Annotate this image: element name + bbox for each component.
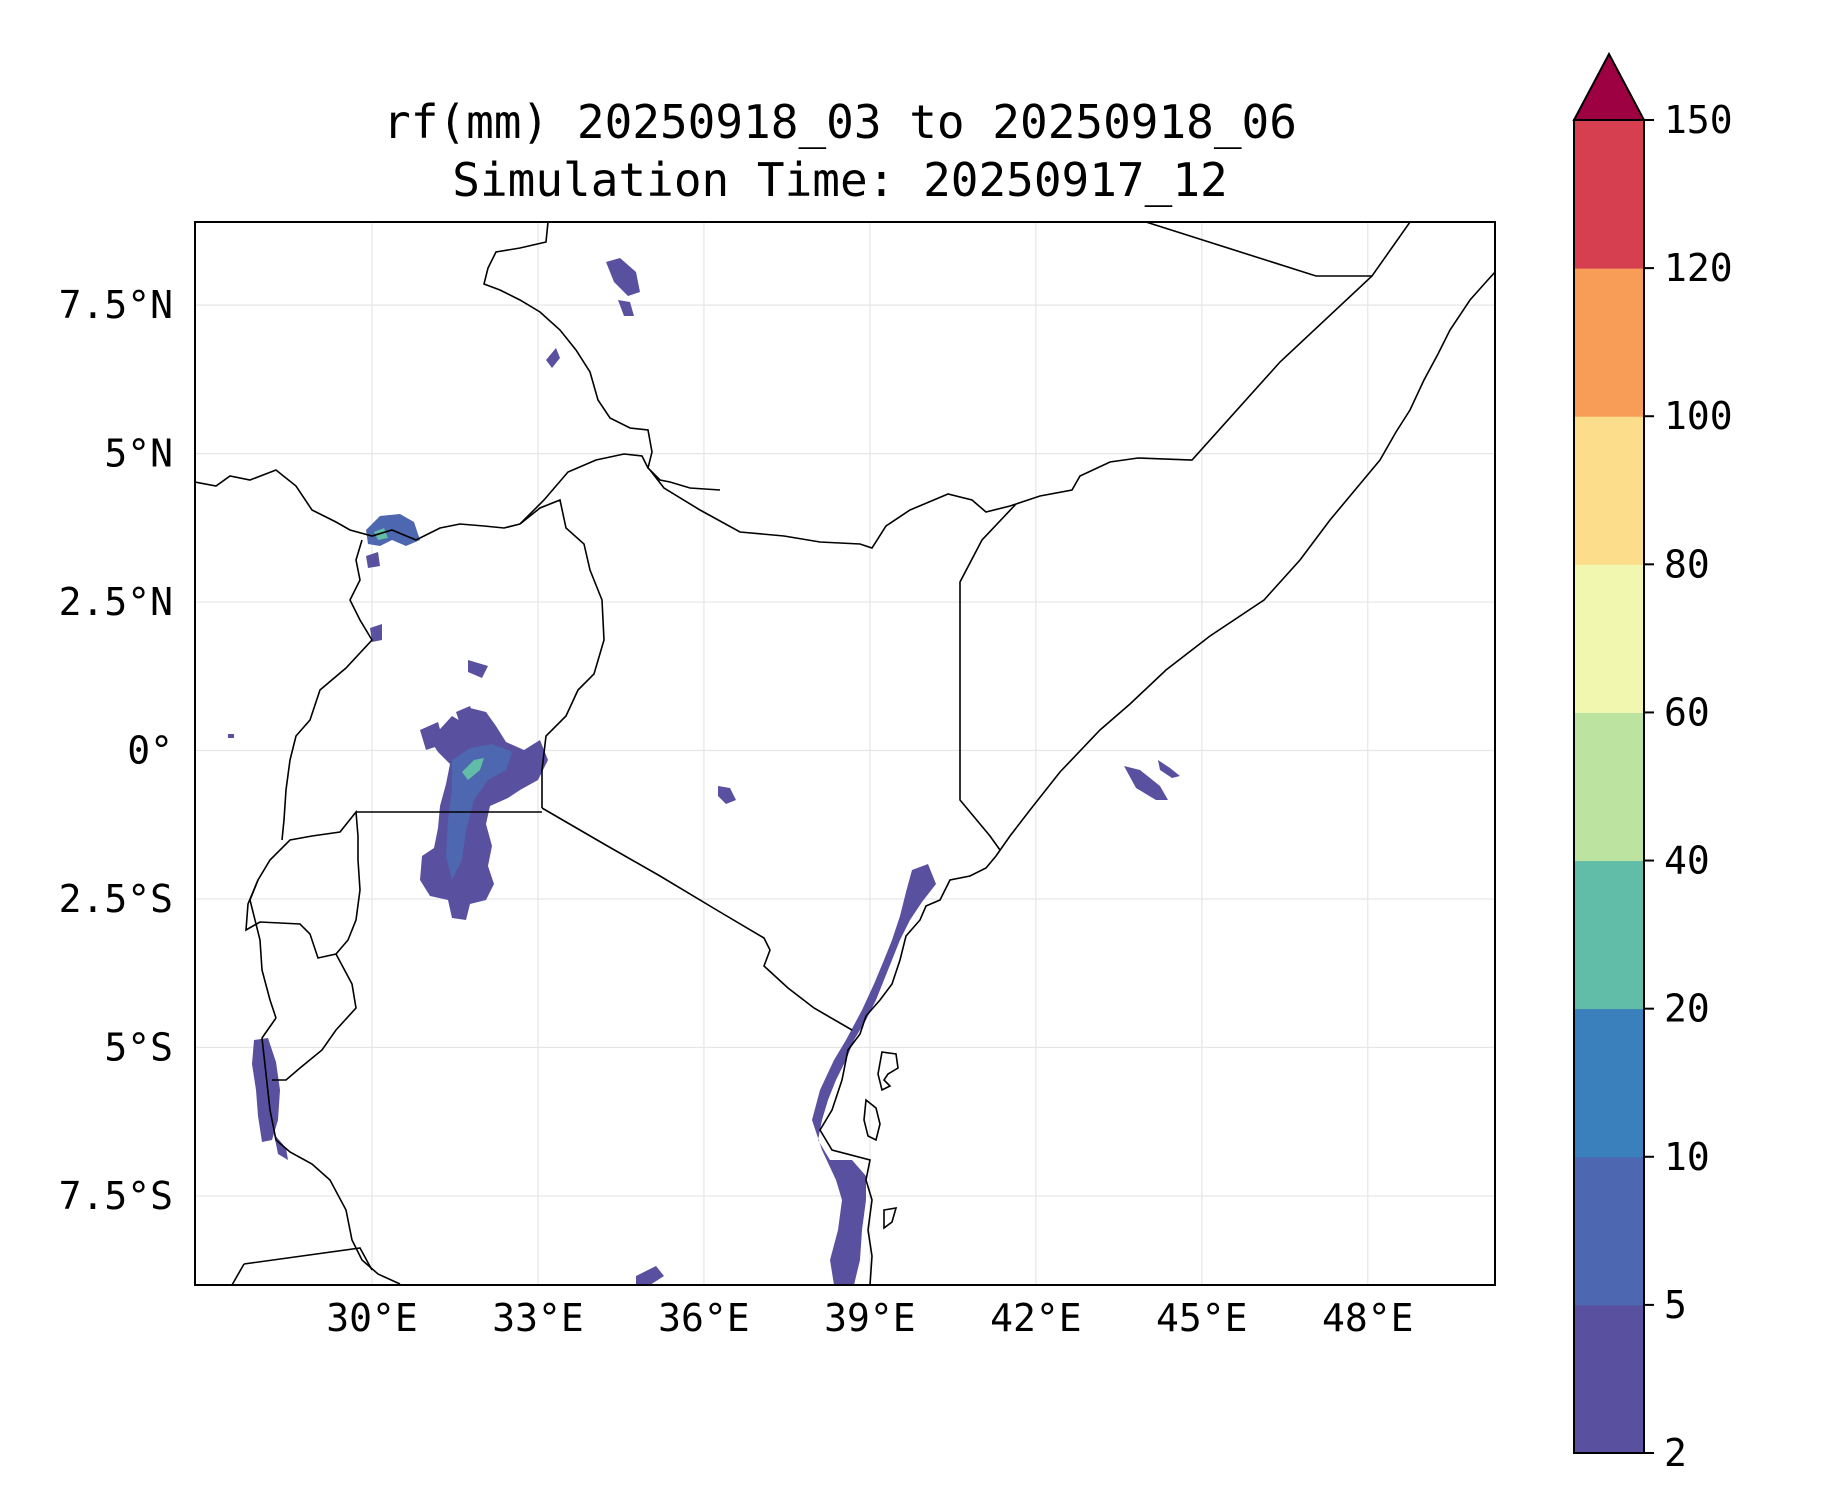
- map-subtitle: Simulation Time: 20250917_12: [452, 153, 1228, 207]
- y-tick-label: 0°: [127, 729, 173, 773]
- x-axis-ticks: 30°E 33°E 36°E 39°E 42°E 45°E 48°E: [326, 1296, 1413, 1340]
- y-tick-label: 5°S: [104, 1025, 173, 1069]
- rain-area-somalia-offshore-2: [1158, 760, 1180, 778]
- y-tick-label: 2.5°N: [59, 580, 173, 624]
- colorbar-label: 150: [1664, 98, 1733, 142]
- border-kenya-somalia: [959, 503, 1017, 851]
- x-tick-label: 39°E: [824, 1296, 916, 1340]
- border-kenya-tanzania: [541, 807, 853, 1031]
- coast-somalia: [819, 271, 1495, 1285]
- colorbar-label: 60: [1664, 690, 1710, 734]
- coast-lake-tanganyika: [261, 1017, 401, 1285]
- border-somaliland: [1145, 222, 1372, 277]
- rain-area-kisii: [420, 722, 444, 750]
- rain-area-kakamega: [468, 660, 488, 678]
- x-tick-label: 42°E: [990, 1296, 1082, 1340]
- colorbar-segment: [1574, 712, 1644, 862]
- x-tick-label: 30°E: [326, 1296, 418, 1340]
- border-zambia-sw: [231, 1263, 245, 1285]
- colorbar-label: 5: [1664, 1283, 1687, 1327]
- colorbar-extend-arrow: [1572, 51, 1646, 121]
- island-zanzibar: [863, 1098, 881, 1142]
- rainfall-shading: [228, 258, 1180, 1285]
- rain-area-north-1: [606, 258, 640, 296]
- map-frame: [194, 221, 1496, 1286]
- colorbar-segment: [1574, 268, 1644, 417]
- border-uganda-kenya: [519, 498, 605, 808]
- border-south-sudan-ethiopia: [519, 453, 649, 525]
- rain-area-somalia-offshore-1: [1124, 766, 1168, 800]
- rain-area-lake-victoria-core: [446, 744, 512, 880]
- colorbar-outline: [1573, 119, 1645, 1454]
- border-uganda-drc: [281, 539, 373, 841]
- colorbar: 2 5 10 20 40 60 80 100 120 150: [1572, 51, 1733, 1475]
- colorbar-label: 2: [1664, 1431, 1687, 1475]
- rain-area-lira: [370, 624, 382, 642]
- y-tick-label: 5°N: [104, 432, 173, 476]
- border-rwanda-burundi: [245, 809, 361, 959]
- y-tick-label: 7.5°N: [59, 283, 173, 327]
- border-sudan-south-sudan: [483, 222, 721, 491]
- border-south-sudan-uganda: [195, 469, 521, 541]
- x-tick-label: 36°E: [658, 1296, 750, 1340]
- border-tanzania-drc: [272, 953, 357, 1081]
- x-tick-label: 33°E: [492, 1296, 584, 1340]
- colorbar-label: 40: [1664, 839, 1710, 883]
- rain-area-dr-congo: [228, 734, 234, 738]
- gridlines: [195, 222, 1495, 1285]
- colorbar-segment: [1574, 860, 1644, 1010]
- rain-area-north-2: [618, 300, 634, 316]
- border-burundi-tanzania: [249, 879, 277, 1019]
- island-mafia: [883, 1207, 898, 1230]
- island-pemba: [877, 1051, 899, 1092]
- colorbar-segment: [1574, 564, 1644, 713]
- rain-area-lake-victoria-north: [456, 706, 476, 730]
- rain-area-north-3: [546, 348, 560, 368]
- border-ethiopia-kenya: [649, 469, 1017, 549]
- colorbar-segment: [1574, 1008, 1644, 1158]
- colorbar-label: 100: [1664, 394, 1733, 438]
- colorbar-segment: [1574, 1156, 1644, 1306]
- x-tick-label: 48°E: [1322, 1296, 1414, 1340]
- rain-area-lake-tanganyika: [252, 1038, 280, 1142]
- map-title: rf(mm) 20250918_03 to 20250918_06: [383, 95, 1297, 149]
- colorbar-label: 80: [1664, 542, 1710, 586]
- border-ethiopia-somalia: [1015, 222, 1411, 505]
- y-tick-label: 2.5°S: [59, 877, 173, 921]
- x-tick-label: 45°E: [1156, 1296, 1248, 1340]
- rain-area-southern-tanzania: [636, 1266, 664, 1285]
- colorbar-label: 20: [1664, 987, 1710, 1031]
- colorbar-segment: [1574, 120, 1644, 269]
- rain-area-lake-victoria-peak: [462, 758, 484, 780]
- rain-area-central-kenya: [718, 786, 736, 804]
- y-tick-label: 7.5°S: [59, 1174, 173, 1218]
- colorbar-label: 10: [1664, 1135, 1710, 1179]
- colorbar-segment: [1574, 416, 1644, 565]
- colorbar-segment: [1574, 1304, 1644, 1454]
- rain-area-east-coast: [812, 864, 936, 1285]
- y-axis-ticks: 7.5°N 5°N 2.5°N 0° 2.5°S 5°S 7.5°S: [59, 283, 173, 1218]
- country-borders: [195, 222, 1495, 1285]
- rain-area-gulu: [366, 552, 380, 568]
- colorbar-label: 120: [1664, 246, 1733, 290]
- border-zambia: [243, 1247, 373, 1271]
